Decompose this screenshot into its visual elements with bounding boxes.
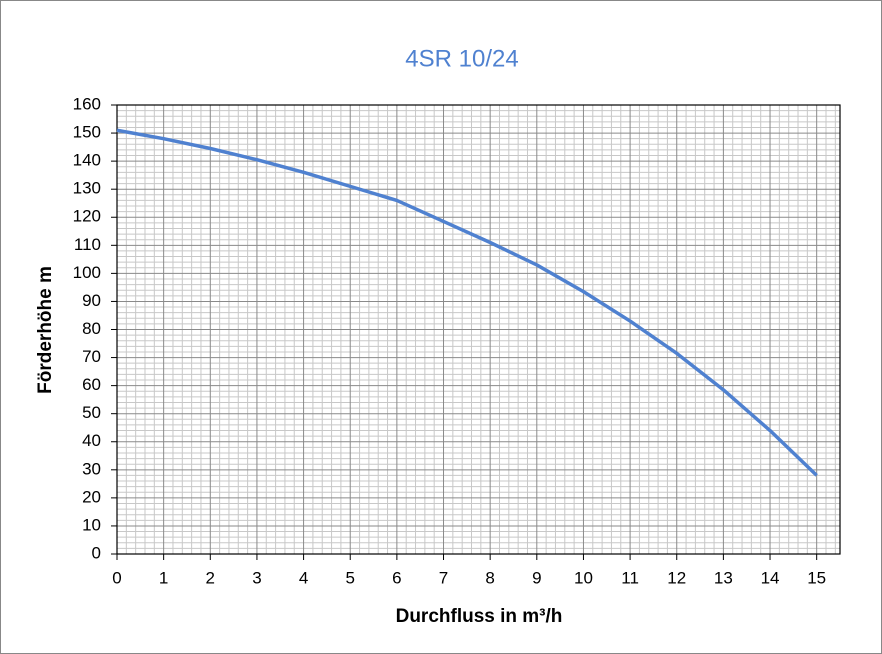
x-tick-label: 2 — [206, 568, 215, 587]
y-axis-label: Förderhöhe m — [35, 266, 56, 394]
x-tick-label: 6 — [392, 568, 401, 587]
y-tick-label: 20 — [82, 487, 101, 506]
x-tick-label: 5 — [345, 568, 354, 587]
y-tick-label: 60 — [82, 375, 101, 394]
y-tick-label: 130 — [73, 179, 101, 198]
y-tick-label: 70 — [82, 347, 101, 366]
y-tick-label: 50 — [82, 403, 101, 422]
y-tick-label: 10 — [82, 515, 101, 534]
x-tick-label: 10 — [574, 568, 593, 587]
data-line — [116, 128, 818, 477]
y-tick-label: 40 — [82, 431, 101, 450]
y-tick-label: 120 — [73, 207, 101, 226]
y-tick-label: 30 — [82, 459, 101, 478]
x-tick-label: 15 — [807, 568, 826, 587]
x-tick-label: 1 — [159, 568, 168, 587]
x-tick-label: 14 — [761, 568, 780, 587]
y-tick-label: 80 — [82, 319, 101, 338]
x-tick-label: 8 — [485, 568, 494, 587]
chart-title: 4SR 10/24 — [405, 45, 518, 72]
x-tick-label: 3 — [252, 568, 261, 587]
x-axis-label: Durchfluss in m³/h — [396, 606, 563, 627]
x-tick-label: 4 — [299, 568, 308, 587]
plot-border — [116, 104, 841, 555]
x-tick-label: 7 — [439, 568, 448, 587]
y-tick-label: 140 — [73, 151, 101, 170]
y-tick-label: 90 — [82, 291, 101, 310]
x-tick-label: 0 — [112, 568, 121, 587]
x-tick-label: 12 — [667, 568, 686, 587]
y-tick-label: 150 — [73, 123, 101, 142]
y-tick-label: 0 — [92, 543, 101, 562]
x-tick-label: 11 — [621, 568, 639, 587]
x-tick-label: 13 — [714, 568, 733, 587]
x-tick-label: 9 — [532, 568, 541, 587]
y-tick-label: 100 — [73, 263, 101, 282]
y-tick-label: 160 — [73, 94, 101, 113]
y-tick-label: 110 — [74, 235, 101, 254]
